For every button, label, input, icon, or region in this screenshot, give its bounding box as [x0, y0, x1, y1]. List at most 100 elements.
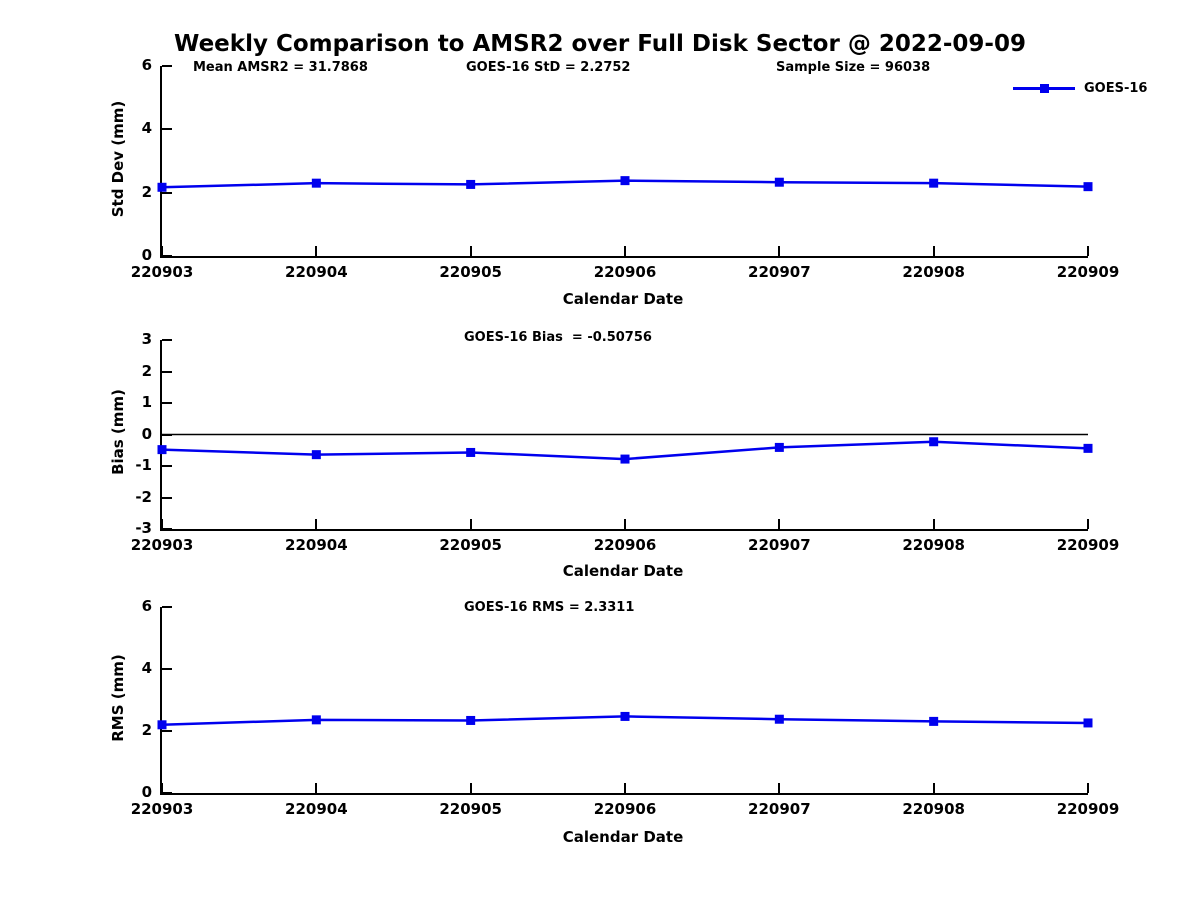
y-tick: [162, 65, 172, 67]
x-tick-label: 220907: [748, 263, 811, 281]
x-tick-label: 220908: [902, 536, 965, 554]
x-tick: [161, 246, 163, 256]
x-tick: [315, 246, 318, 256]
x-tick: [469, 783, 472, 793]
data-point-marker: [929, 437, 939, 447]
x-axis-label-calendar-date-top: Calendar Date: [562, 290, 684, 308]
data-point-marker: [466, 447, 476, 457]
y-tick-label: 4: [141, 659, 152, 677]
x-axis-label-calendar-date-middle: Calendar Date: [562, 562, 684, 580]
x-tick-label: 220906: [593, 800, 657, 818]
y-tick-label: 6: [141, 56, 152, 74]
y-tick-label: 3: [141, 330, 152, 348]
x-tick: [1087, 783, 1089, 793]
y-tick-label: 2: [141, 361, 152, 380]
y-tick-label: 2: [141, 182, 152, 201]
x-tick-label: 220904: [285, 800, 348, 818]
y-tick: [162, 668, 172, 670]
y-tick-label: 6: [141, 597, 152, 615]
x-tick: [778, 783, 781, 793]
data-point-marker: [311, 450, 321, 460]
data-point-marker: [774, 442, 784, 452]
x-tick-label: 220904: [285, 536, 348, 554]
y-tick-label: 0: [141, 246, 152, 264]
y-tick-label: 0: [141, 424, 152, 443]
x-tick-label: 220909: [1056, 800, 1120, 818]
y-tick-label: -3: [135, 519, 152, 537]
x-tick: [161, 783, 163, 793]
annotation-goes-std: GOES-16 StD = 2.2752: [466, 60, 631, 75]
x-tick: [315, 519, 318, 529]
series-canvas-std-dev: [157, 176, 1093, 192]
x-tick: [778, 246, 781, 256]
y-tick: [162, 496, 172, 499]
x-tick-label: 220905: [439, 536, 502, 554]
data-point-marker: [1083, 718, 1093, 728]
annotation-mean-amsr2: Mean AMSR2 = 31.7868: [193, 60, 368, 75]
annotation-goes-rms: GOES-16 RMS = 2.3311: [464, 600, 635, 615]
y-tick: [162, 606, 172, 608]
y-tick: [162, 792, 172, 794]
annotation-sample-size: Sample Size = 96038: [776, 60, 931, 75]
data-point-marker: [620, 454, 630, 464]
plot-area-bias: -3 -2 -1 0 1 2 3 220903 220904 220905 220906 220907…: [131, 330, 1120, 554]
data-point-marker: [774, 714, 784, 724]
x-tick: [624, 783, 626, 793]
x-tick: [624, 519, 626, 529]
x-tick-label: 220903: [130, 263, 194, 281]
y-tick: [162, 339, 172, 341]
x-tick: [1087, 246, 1089, 256]
x-tick: [469, 519, 472, 529]
data-point-marker: [466, 179, 476, 189]
x-tick: [469, 246, 472, 256]
y-tick-label: -1: [135, 456, 152, 474]
plot-area-rms: 0 2 4 6 220903 220904 220905 220906 220907 220908…: [131, 597, 1120, 818]
x-tick-label: 220907: [748, 536, 811, 554]
series-canvas-rms: [157, 711, 1093, 730]
x-tick: [932, 783, 935, 793]
x-tick: [932, 519, 935, 529]
y-tick: [162, 370, 172, 373]
y-tick: [162, 255, 172, 257]
plot-area-std-dev: 0 2 4 6 220903 220904 220905 220906 220907 220908…: [131, 56, 1120, 281]
data-point-marker: [157, 720, 167, 730]
data-point-marker: [466, 715, 476, 725]
data-point-marker: [1083, 182, 1093, 192]
x-tick: [624, 246, 626, 256]
x-tick-label: 220906: [593, 263, 657, 281]
legend-label: GOES-16: [1084, 81, 1148, 96]
data-point-marker: [311, 178, 321, 188]
series-canvas-bias: [157, 433, 1093, 464]
legend-line-sample: [1013, 84, 1075, 93]
x-tick: [315, 783, 318, 793]
x-tick: [932, 246, 935, 256]
x-tick-label: 220909: [1056, 536, 1120, 554]
data-point-marker: [774, 177, 784, 187]
y-axis-label-rms: RMS (mm): [109, 654, 127, 742]
y-tick-label: 2: [141, 721, 152, 739]
chart-title: Weekly Comparison to AMSR2 over Full Dis…: [174, 31, 1026, 57]
x-tick-label: 220904: [285, 263, 348, 281]
x-tick-label: 220907: [748, 800, 811, 818]
legend: GOES-16: [1013, 81, 1147, 96]
y-axis-label-std-dev: Std Dev (mm): [109, 100, 127, 218]
data-point-marker: [929, 716, 939, 726]
x-tick: [161, 519, 163, 529]
y-tick: [162, 191, 172, 194]
annotation-goes-bias: GOES-16 Bias = -0.50756: [464, 330, 652, 345]
data-point-marker: [157, 445, 167, 455]
x-tick-label: 220908: [902, 800, 965, 818]
x-tick-label: 220908: [902, 263, 965, 281]
y-tick-label: 1: [141, 393, 152, 411]
x-tick: [778, 519, 781, 529]
x-tick: [1087, 519, 1089, 529]
y-tick-label: 4: [141, 119, 152, 138]
y-tick: [162, 528, 172, 530]
data-point-marker: [620, 176, 630, 186]
x-tick-label: 220905: [439, 800, 502, 818]
x-tick-label: 220906: [593, 536, 657, 554]
y-tick-label: -2: [135, 487, 152, 506]
y-tick: [162, 402, 172, 404]
y-tick: [162, 128, 172, 131]
